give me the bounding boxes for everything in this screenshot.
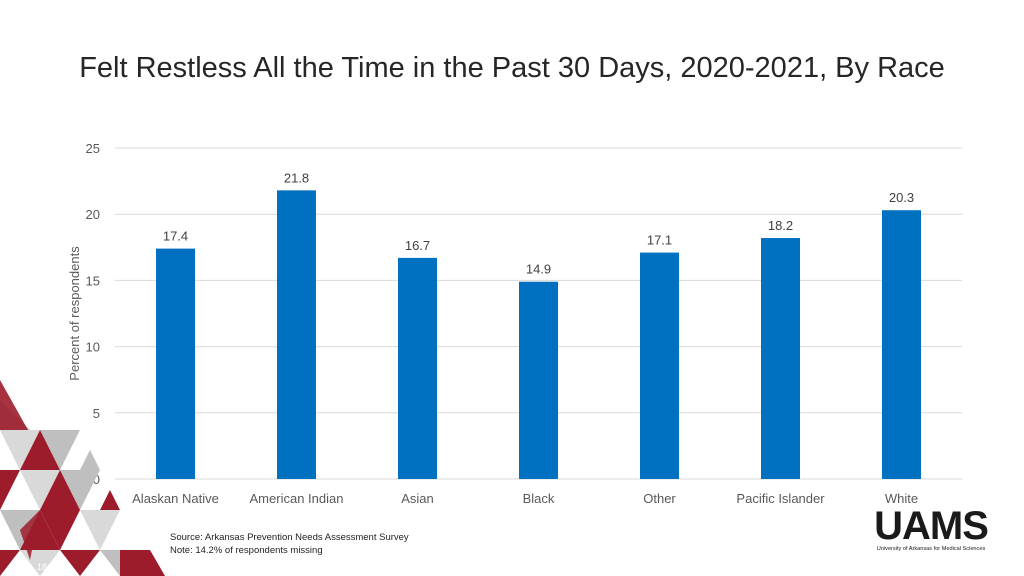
bar (277, 190, 316, 480)
data-label: 21.8 (284, 170, 309, 185)
logo-tagline: University of Arkansas for Medical Scien… (876, 546, 986, 552)
x-tick-label: Black (523, 491, 555, 506)
x-tick-label: American Indian (250, 491, 344, 506)
y-tick-label: 20 (86, 207, 100, 222)
decorative-triangles (0, 380, 165, 576)
data-label: 20.3 (889, 190, 914, 205)
x-tick-label: Asian (401, 491, 434, 506)
x-tick-label: White (885, 491, 918, 506)
y-tick-label: 0 (93, 472, 100, 487)
bar (761, 238, 800, 479)
data-label: 18.2 (768, 218, 793, 233)
data-label: 14.9 (526, 262, 551, 277)
x-tick-label: Alaskan Native (132, 491, 219, 506)
bar (156, 248, 195, 479)
y-tick-label: 25 (86, 141, 100, 156)
source-note: Source: Arkansas Prevention Needs Assess… (170, 531, 409, 557)
x-tick-label: Pacific Islander (736, 491, 825, 506)
y-tick-label: 10 (86, 340, 100, 355)
y-tick-label: 5 (93, 406, 100, 421)
data-label: 17.1 (647, 233, 672, 248)
bar (882, 210, 921, 479)
uams-logo: UAMS University of Arkansas for Medical … (866, 506, 996, 552)
missing-note: Note: 14.2% of respondents missing (170, 545, 323, 556)
bar (398, 257, 437, 479)
bar (519, 281, 558, 479)
chart-title: Felt Restless All the Time in the Past 3… (79, 52, 945, 84)
data-label: 16.7 (405, 238, 430, 253)
data-label: 17.4 (163, 229, 188, 244)
slide-number: 18 (37, 562, 48, 572)
y-axis-label: Percent of respondents (67, 246, 82, 381)
x-tick-label: Other (643, 491, 676, 506)
bar (640, 252, 679, 479)
source-text: Source: Arkansas Prevention Needs Assess… (170, 532, 409, 543)
y-tick-label: 15 (86, 273, 100, 288)
logo-wordmark: UAMS (874, 504, 989, 548)
